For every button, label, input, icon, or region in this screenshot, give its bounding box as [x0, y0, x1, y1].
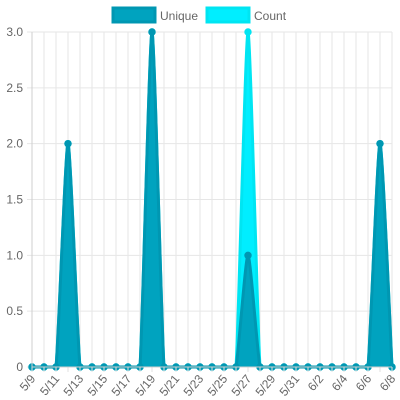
- legend-swatch-unique: [111, 6, 157, 24]
- x-tick-label: 5/15: [85, 372, 111, 399]
- x-tick-label: 5/25: [205, 372, 231, 399]
- legend-swatch-count: [205, 6, 251, 24]
- x-tick-label: 5/23: [181, 372, 207, 399]
- x-tick-label: 5/17: [109, 372, 135, 399]
- legend-label-unique: Unique: [160, 9, 198, 23]
- x-tick-label: 5/29: [253, 372, 279, 399]
- legend-item-count[interactable]: Count: [205, 6, 287, 24]
- x-tick-label: 5/19: [133, 372, 159, 399]
- y-tick-label: 0.5: [6, 304, 23, 318]
- data-point-count[interactable]: [244, 28, 252, 36]
- data-point-unique[interactable]: [376, 139, 384, 148]
- x-tick-label: 6/4: [329, 372, 351, 394]
- x-tick-label: 5/13: [61, 372, 87, 399]
- x-tick-label: 5/9: [17, 372, 39, 394]
- area-fill-unique: [32, 32, 392, 367]
- y-tick-label: 3.0: [6, 25, 23, 39]
- y-tick-label: 1.5: [6, 193, 23, 207]
- grid: [27, 31, 393, 368]
- x-tick-label: 6/6: [353, 372, 375, 394]
- x-tick-label: 5/11: [37, 372, 62, 398]
- x-tick-label: 6/2: [305, 372, 327, 394]
- legend-label-count: Count: [254, 9, 287, 23]
- data-point-unique[interactable]: [244, 251, 252, 260]
- x-tick-label: 5/27: [229, 372, 255, 399]
- x-tick-label: 6/8: [377, 372, 399, 394]
- legend-item-unique[interactable]: Unique: [111, 6, 198, 24]
- legend: Unique Count: [111, 6, 287, 24]
- data-point-unique[interactable]: [148, 28, 156, 36]
- x-tick-label: 5/21: [157, 372, 183, 399]
- y-tick-label: 1.0: [6, 248, 23, 262]
- y-tick-label: 2.0: [6, 137, 23, 151]
- y-tick-label: 0: [16, 360, 23, 374]
- data-point-unique[interactable]: [64, 139, 72, 148]
- x-tick-label: 5/31: [277, 372, 303, 399]
- y-tick-label: 2.5: [6, 81, 23, 95]
